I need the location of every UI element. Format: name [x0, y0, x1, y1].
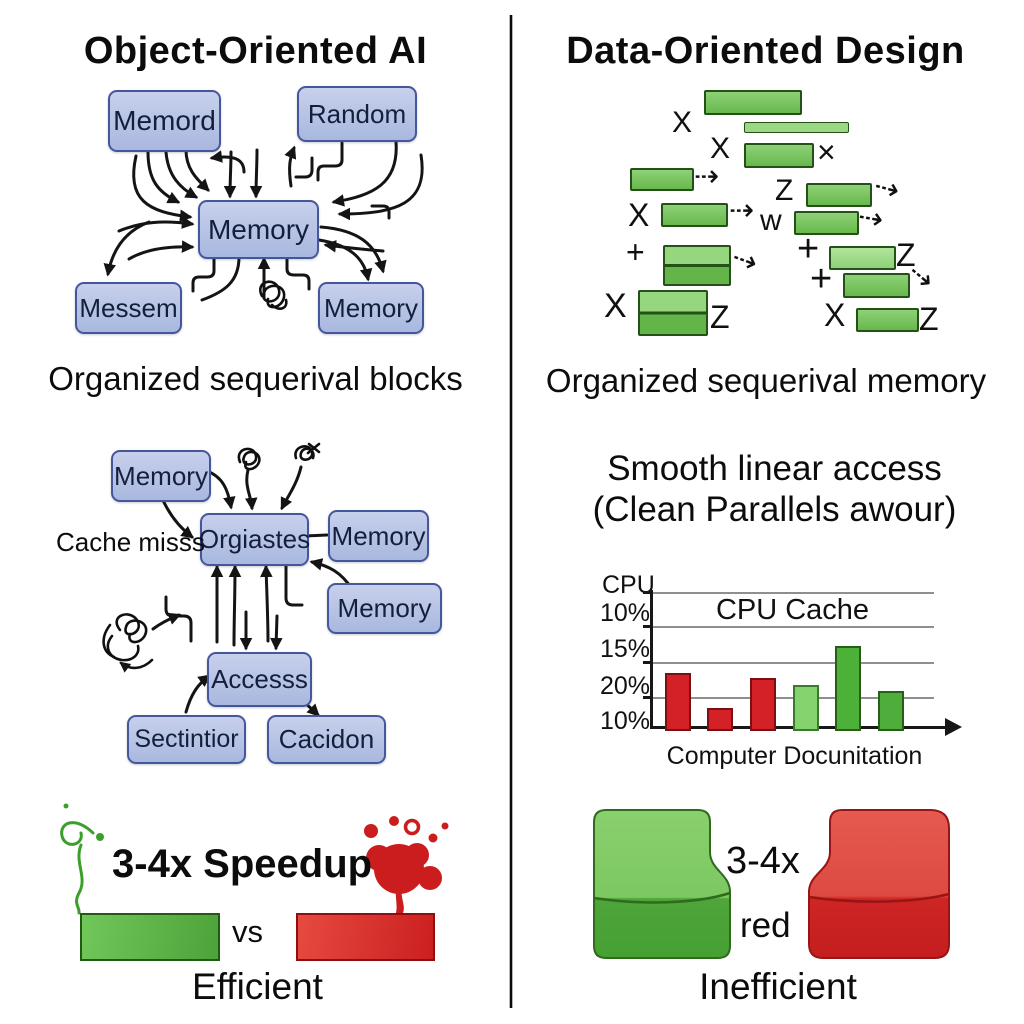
right-panel-subtitle: Organized sequerival memory — [545, 362, 987, 399]
chart-gridline — [653, 662, 934, 664]
cache-box-memory-top: Memory — [111, 450, 211, 502]
memory-layout-symbol: ⇢ — [870, 169, 904, 208]
chart-bar — [750, 678, 776, 731]
memory-layout-symbol: w — [760, 204, 782, 237]
inefficient-caption: Inefficient — [699, 966, 857, 1007]
y-tick-label: 15% — [600, 635, 651, 663]
chart-gridline — [653, 626, 934, 628]
memory-layout-symbol: + — [810, 258, 833, 300]
memory-layout-bar — [794, 211, 859, 235]
red-splat-ring — [403, 818, 421, 836]
oop-box-memory-bottom-right: Memory — [318, 282, 424, 334]
chart-title: CPU Cache — [715, 594, 870, 626]
tangle-scribble-oop — [259, 280, 288, 310]
smooth-access-note: Smooth linear access (Clean Parallels aw… — [552, 448, 997, 530]
chart-gridline — [653, 592, 934, 594]
left-panel-subtitle: Organized sequerival blocks — [48, 360, 463, 397]
cache-box-orgiastes: Orgiastes — [199, 513, 310, 566]
chart-bar — [665, 673, 691, 731]
oop-box-memord: Memord — [108, 90, 221, 152]
memory-layout-bar — [843, 273, 910, 298]
y-tick-label: 10% — [600, 599, 651, 627]
chart-y-axis — [650, 590, 653, 729]
memory-layout-bar — [856, 308, 919, 332]
chart-bar — [707, 708, 733, 731]
memory-layout-bar — [638, 290, 708, 336]
cache-box-cacidon: Cacidon — [267, 715, 386, 764]
memory-layout-symbol: ⇢ — [727, 240, 763, 281]
green-block — [593, 809, 731, 959]
memory-layout-bar — [744, 143, 814, 168]
y-axis-tick-mark — [643, 696, 651, 699]
memory-layout-symbol: Z — [710, 299, 730, 335]
chart-bar — [793, 685, 819, 731]
oop-box-random: Random — [297, 86, 417, 142]
memory-layout-symbol: + — [626, 234, 645, 270]
chart-y-axis-title: CPU — [602, 571, 655, 599]
memory-layout-bar — [806, 183, 872, 207]
y-axis-tick-mark — [643, 661, 651, 664]
memory-layout-symbol: ⇢ — [855, 200, 886, 237]
y-tick-label: 20% — [600, 672, 651, 700]
data-oriented-memory-layout: X X × ⇢ Z ⇢ X ⇢ w ⇢ + ⇢ + Z + ⇢ X Z X Z — [512, 0, 1024, 360]
oop-box-messem: Messem — [75, 282, 182, 334]
y-tick-label: 10% — [600, 707, 651, 735]
chart-x-axis-label: Computer Docunitation — [666, 742, 923, 770]
memory-layout-symbol: X — [628, 197, 650, 233]
factor-text: 3-4x — [726, 840, 800, 882]
memory-layout-symbol: Z — [775, 174, 794, 207]
cpu-cache-chart: CPU CPU Cache 10% 15% 20% 10% Computer D… — [600, 565, 985, 780]
red-block — [808, 809, 950, 959]
efficient-caption: Efficient — [192, 966, 323, 1007]
memory-layout-symbol: X — [824, 297, 846, 333]
chart-bar — [835, 646, 861, 731]
memory-layout-symbol: Z — [896, 237, 916, 273]
vs-text: vs — [232, 914, 263, 949]
memory-layout-symbol: ⇢ — [729, 194, 755, 227]
red-splat-icon — [364, 816, 449, 913]
speedup-text: 3-4x Speedup — [112, 842, 373, 886]
memory-layout-bar — [663, 245, 731, 286]
memory-layout-bar — [630, 168, 694, 191]
cache-box-memory-lower: Memory — [327, 583, 442, 634]
cache-miss-label: Cache misss — [56, 527, 205, 557]
smooth-access-line2: (Clean Parallels awour) — [592, 490, 957, 529]
right-panel-title: Data-Oriented Design — [566, 30, 965, 72]
y-axis-tick-mark — [643, 625, 651, 628]
y-axis-tick-mark — [643, 591, 651, 594]
inefficient-red-bar — [296, 913, 435, 961]
chart-bar — [878, 691, 904, 731]
left-panel-title: Object-Oriented AI — [83, 30, 428, 72]
red-word-text: red — [740, 906, 791, 945]
green-squiggle-icon — [60, 803, 104, 915]
memory-layout-symbol: ⇢ — [694, 160, 720, 193]
chart-x-axis-arrowhead — [945, 718, 962, 736]
memory-layout-bar — [661, 203, 728, 227]
smooth-access-line1: Smooth linear access — [607, 449, 942, 488]
memory-layout-symbol: Z — [919, 301, 939, 337]
memory-layout-bar — [704, 90, 802, 115]
memory-layout-symbol: × — [817, 134, 836, 170]
memory-layout-symbol: X — [672, 106, 693, 139]
efficient-green-bar — [80, 913, 220, 961]
memory-layout-bar — [829, 246, 896, 270]
memory-layout-symbol: X — [604, 287, 627, 325]
cache-box-accesss: Accesss — [207, 652, 312, 707]
oop-box-memory-center: Memory — [198, 200, 319, 259]
cache-box-sectintior: Sectintior — [127, 715, 246, 764]
memory-layout-symbol: + — [797, 228, 820, 270]
memory-layout-symbol: X — [710, 132, 731, 165]
cache-box-memory-right: Memory — [328, 510, 429, 562]
memory-layout-bar — [744, 122, 849, 133]
